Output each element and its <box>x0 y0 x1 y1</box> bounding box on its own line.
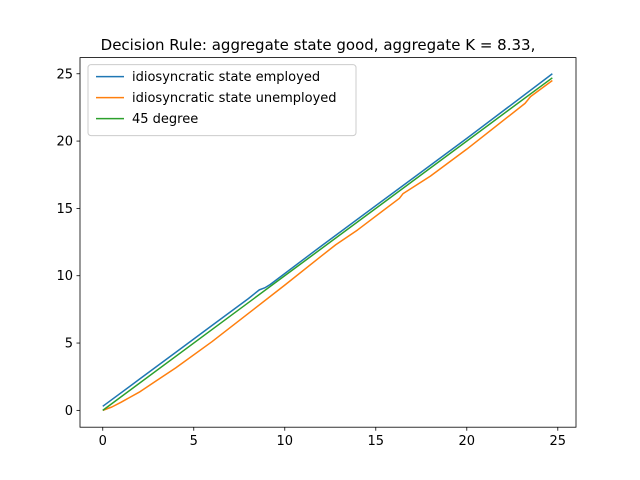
legend-box <box>87 64 357 137</box>
series-line-2 <box>102 77 553 411</box>
x-tick-label-5: 25 <box>550 434 567 449</box>
x-tick-label-0: 0 <box>99 434 107 449</box>
chart-title: Decision Rule: aggregate state good, agg… <box>101 36 536 54</box>
legend-label-2: 45 degree <box>132 112 198 127</box>
series-layer <box>102 73 553 412</box>
x-tick-label-1: 5 <box>190 434 198 449</box>
y-tick-label-2: 10 <box>56 269 73 284</box>
legend: idiosyncratic state employed idiosyncrati… <box>87 64 357 137</box>
series-line-1 <box>102 79 553 412</box>
y-tick-label-1: 5 <box>65 337 73 352</box>
x-tick-label-4: 20 <box>459 434 476 449</box>
axes-frame <box>79 57 577 428</box>
y-tick-label-0: 0 <box>65 404 73 419</box>
x-tick-label-3: 15 <box>368 434 385 449</box>
y-tick-label-3: 15 <box>56 202 73 217</box>
series-line-0 <box>102 73 553 407</box>
y-tick-label-5: 25 <box>56 67 73 82</box>
axes-layer: 0 5 10 15 20 25 0 5 10 15 20 25 <box>56 57 577 449</box>
legend-label-1: idiosyncratic state unemployed <box>132 91 337 106</box>
y-tick-label-4: 20 <box>56 135 73 150</box>
legend-label-0: idiosyncratic state employed <box>132 70 320 85</box>
x-tick-label-2: 10 <box>276 434 293 449</box>
